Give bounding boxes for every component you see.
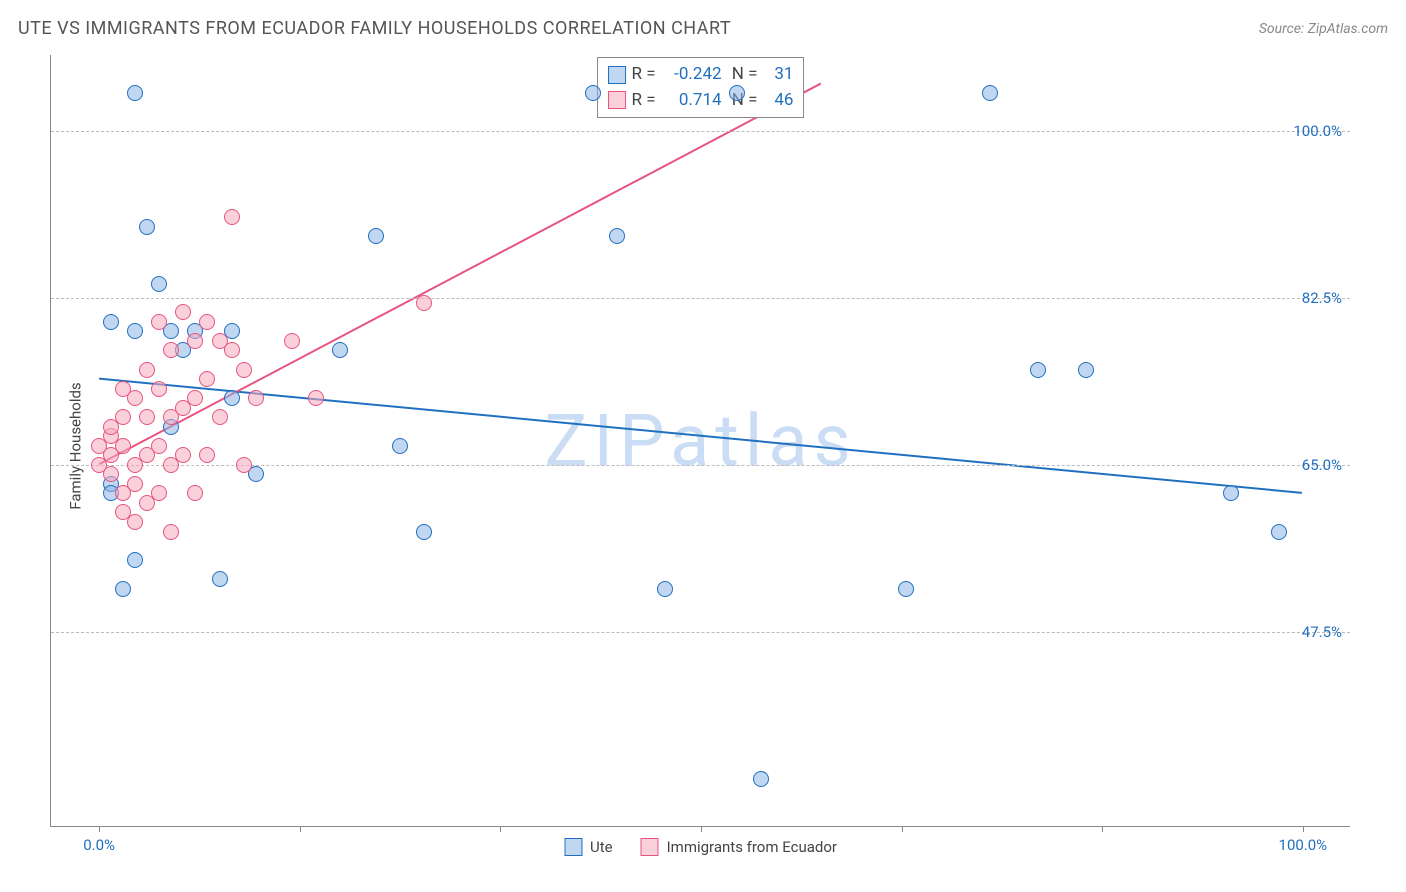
x-tick [99, 826, 100, 832]
data-point [151, 314, 167, 330]
chart-container: UTE VS IMMIGRANTS FROM ECUADOR FAMILY HO… [0, 0, 1406, 892]
data-point [175, 304, 191, 320]
x-tick [701, 826, 702, 832]
data-point [284, 333, 300, 349]
data-point [115, 409, 131, 425]
data-point [151, 276, 167, 292]
data-point [139, 362, 155, 378]
data-point [416, 524, 432, 540]
data-point [115, 581, 131, 597]
x-tick [1102, 826, 1103, 832]
data-point [127, 390, 143, 406]
data-point [236, 362, 252, 378]
swatch-blue-icon [564, 838, 582, 856]
data-point [224, 209, 240, 225]
x-tick [500, 826, 501, 832]
watermark-text: ZIPatlas [544, 398, 856, 483]
data-point [127, 552, 143, 568]
data-point [392, 438, 408, 454]
trendlines-svg [51, 55, 1350, 826]
r-label: R = [632, 88, 656, 114]
data-point [585, 85, 601, 101]
data-point [199, 447, 215, 463]
data-point [127, 323, 143, 339]
y-tick-label: 100.0% [1293, 122, 1342, 140]
legend-row-ute: R = -0.242 N = 31 [608, 62, 794, 88]
legend-label-ute: Ute [590, 838, 613, 856]
n-value-ecuador: 46 [763, 88, 793, 114]
data-point [151, 438, 167, 454]
data-point [224, 390, 240, 406]
data-point [236, 457, 252, 473]
data-point [212, 409, 228, 425]
data-point [609, 228, 625, 244]
data-point [163, 342, 179, 358]
data-point [139, 409, 155, 425]
n-label: N = [728, 62, 758, 88]
data-point [187, 333, 203, 349]
legend-row-ecuador: R = 0.714 N = 46 [608, 88, 794, 114]
n-value-ute: 31 [763, 62, 793, 88]
r-value-ute: -0.242 [662, 62, 722, 88]
gridline [51, 298, 1350, 299]
data-point [127, 85, 143, 101]
title-row: UTE VS IMMIGRANTS FROM ECUADOR FAMILY HO… [18, 18, 1388, 39]
data-point [753, 771, 769, 787]
data-point [1223, 485, 1239, 501]
data-point [729, 85, 745, 101]
source-label: Source: ZipAtlas.com [1259, 21, 1388, 37]
data-point [115, 438, 131, 454]
x-tick [902, 826, 903, 832]
trend-line [99, 379, 1302, 493]
data-point [248, 390, 264, 406]
data-point [151, 485, 167, 501]
data-point [151, 381, 167, 397]
x-tick [1303, 826, 1304, 832]
trend-line [99, 84, 821, 465]
correlation-legend: R = -0.242 N = 31 R = 0.714 N = 46 [597, 57, 805, 118]
gridline [51, 632, 1350, 633]
data-point [416, 295, 432, 311]
data-point [127, 476, 143, 492]
data-point [368, 228, 384, 244]
x-tick-label: 100.0% [1279, 836, 1328, 854]
x-tick-label: 0.0% [83, 836, 115, 854]
legend-label-ecuador: Immigrants from Ecuador [667, 838, 837, 856]
data-point [212, 571, 228, 587]
y-tick-label: 82.5% [1302, 289, 1342, 307]
data-point [982, 85, 998, 101]
data-point [127, 514, 143, 530]
data-point [657, 581, 673, 597]
y-tick-label: 65.0% [1302, 456, 1342, 474]
plot-area: ZIPatlas R = -0.242 N = 31 R = 0.714 N =… [50, 55, 1350, 827]
data-point [163, 524, 179, 540]
data-point [199, 314, 215, 330]
r-value-ecuador: 0.714 [662, 88, 722, 114]
data-point [199, 371, 215, 387]
data-point [103, 314, 119, 330]
swatch-pink-icon [608, 91, 626, 109]
data-point [187, 485, 203, 501]
data-point [308, 390, 324, 406]
data-point [103, 466, 119, 482]
data-point [224, 342, 240, 358]
chart-title: UTE VS IMMIGRANTS FROM ECUADOR FAMILY HO… [18, 18, 731, 39]
swatch-blue-icon [608, 66, 626, 84]
data-point [1078, 362, 1094, 378]
bottom-legend: Ute Immigrants from Ecuador [564, 838, 837, 856]
data-point [187, 390, 203, 406]
gridline [51, 131, 1350, 132]
x-tick [300, 826, 301, 832]
data-point [175, 447, 191, 463]
data-point [1271, 524, 1287, 540]
data-point [1030, 362, 1046, 378]
data-point [139, 219, 155, 235]
y-tick-label: 47.5% [1302, 623, 1342, 641]
data-point [898, 581, 914, 597]
data-point [332, 342, 348, 358]
swatch-pink-icon [641, 838, 659, 856]
r-label: R = [632, 62, 656, 88]
